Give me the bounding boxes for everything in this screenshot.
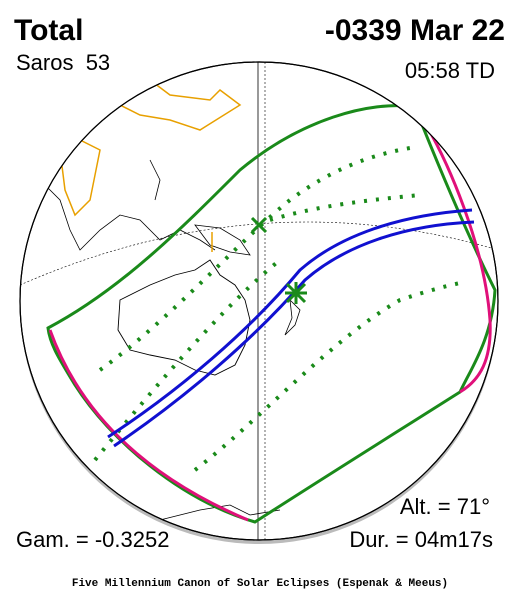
eclipse-type: Total xyxy=(14,14,83,47)
altitude: Alt. = 71° xyxy=(400,494,490,519)
gamma: Gam. = -0.3252 xyxy=(16,527,169,552)
globe-outline xyxy=(19,61,499,541)
time: 05:58 TD xyxy=(405,58,495,83)
map-layer xyxy=(20,62,498,540)
rise-set-curve-east xyxy=(413,106,492,394)
se-asia-coast xyxy=(39,179,216,251)
path-south-limit xyxy=(113,220,475,448)
eclipse-date: -0339 Mar 22 xyxy=(325,14,505,47)
path-north-limit xyxy=(107,208,473,439)
china-border xyxy=(59,139,101,217)
greatest-eclipse-marker xyxy=(250,216,268,234)
footer: Five Millennium Canon of Solar Eclipses … xyxy=(72,578,448,590)
saros: Saros 53 xyxy=(16,50,110,75)
asia-border xyxy=(108,79,242,131)
new-zealand xyxy=(284,298,301,336)
antarctica xyxy=(159,504,281,521)
partial-line-4 xyxy=(193,280,466,472)
new-guinea xyxy=(194,224,251,256)
philippines xyxy=(149,159,161,201)
australia xyxy=(117,259,251,376)
duration: Dur. = 04m17s xyxy=(349,527,493,552)
partial-line-3 xyxy=(269,193,421,222)
subsolar-dot xyxy=(293,290,299,296)
